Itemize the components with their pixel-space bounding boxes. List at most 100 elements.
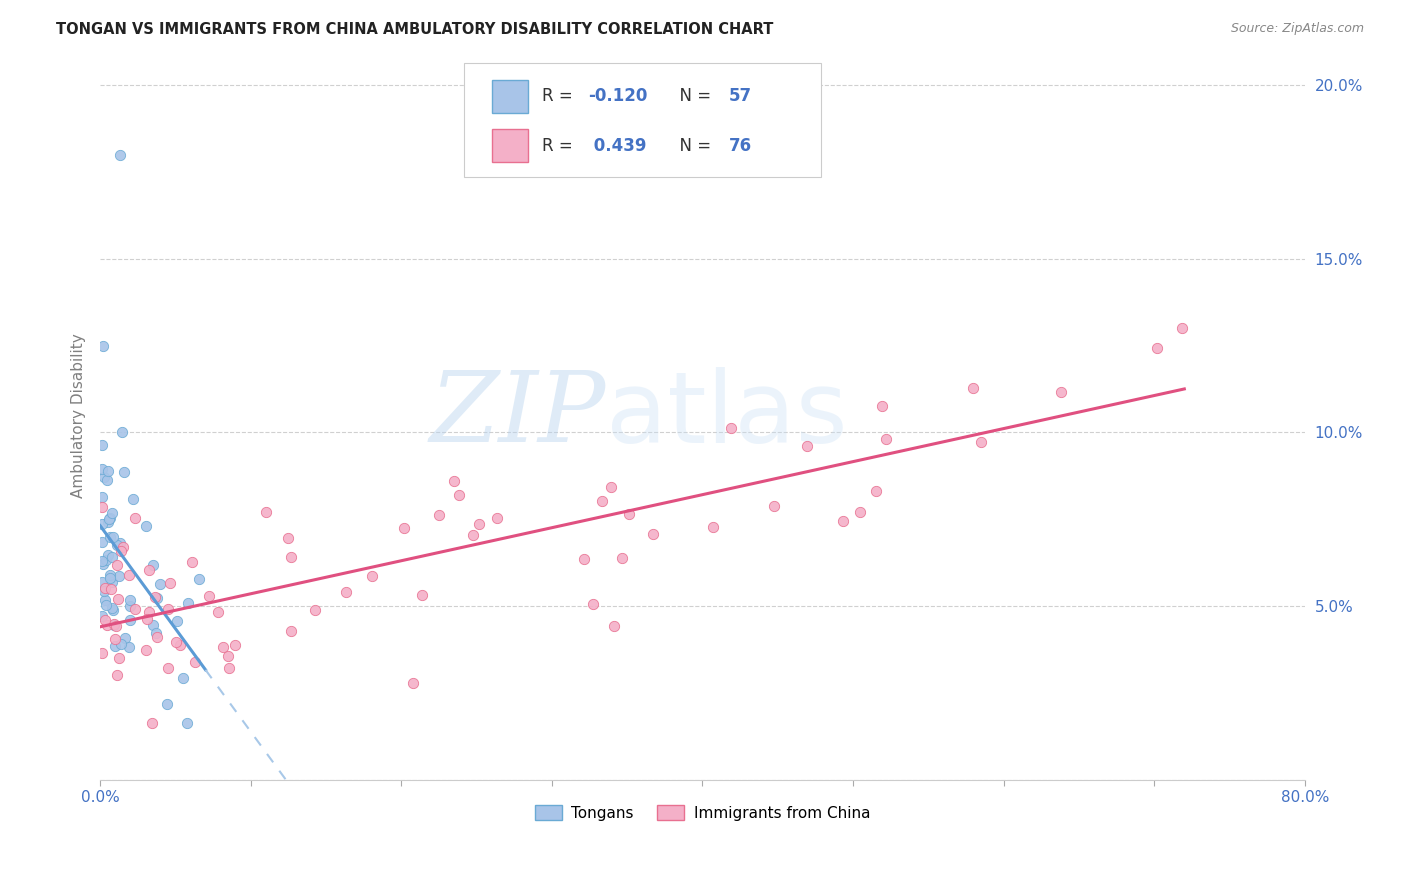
Point [118,640,141,654]
Point [138,605,160,619]
Point [217,648,239,663]
Point [100,506,122,520]
Point [94,581,117,595]
Point [187,572,209,586]
Point [411,589,433,603]
Point [254,505,277,519]
Point [108,650,131,665]
Point [120,599,142,614]
Point [118,592,141,607]
Text: -0.120: -0.120 [588,87,647,105]
Point [100,582,122,596]
Point [166,614,188,628]
Point [1170,321,1192,335]
Point [197,589,219,603]
Point [110,544,132,558]
Text: R =: R = [543,87,578,105]
Point [94,593,117,607]
Point [463,528,485,542]
Point [97,548,120,562]
Point [1146,341,1168,355]
Point [93,470,115,484]
Point [280,624,302,639]
Point [101,601,124,615]
Point [872,399,894,413]
Point [763,499,786,513]
Point [184,655,207,669]
Point [90,647,112,661]
Point [849,505,872,519]
Point [962,381,984,395]
Point [361,569,384,583]
Point [865,483,887,498]
Point [98,510,121,524]
Point [427,508,450,522]
Point [574,551,596,566]
Point [97,464,120,478]
Point [101,603,124,617]
Point [124,602,146,616]
Point [181,555,204,569]
Point [142,558,165,572]
Text: N =: N = [669,87,716,105]
Point [98,512,121,526]
Point [145,591,167,606]
Point [112,541,135,555]
Point [105,538,128,552]
Point [107,591,129,606]
Point [141,715,163,730]
Point [720,421,742,435]
Point [143,591,166,605]
Point [90,516,112,531]
Point [176,715,198,730]
Point [105,667,128,681]
Point [110,637,132,651]
Point [335,585,357,599]
Point [135,643,157,657]
Point [156,697,179,711]
Point [118,568,141,582]
Point [603,618,626,632]
Text: 0.439: 0.439 [588,136,647,155]
Point [138,563,160,577]
Text: TONGAN VS IMMIGRANTS FROM CHINA AMBULATORY DISABILITY CORRELATION CHART: TONGAN VS IMMIGRANTS FROM CHINA AMBULATO… [56,22,773,37]
Point [112,466,135,480]
Point [449,488,471,502]
Point [394,521,416,535]
Point [157,661,180,675]
Point [156,602,179,616]
Point [617,508,640,522]
Point [114,631,136,645]
Point [101,530,124,544]
Point [486,511,509,525]
Y-axis label: Ambulatory Disability: Ambulatory Disability [72,333,86,498]
Point [875,432,897,446]
Text: atlas: atlas [606,367,848,464]
Legend: Tongans, Immigrants from China: Tongans, Immigrants from China [529,798,876,827]
Point [401,676,423,690]
Point [142,618,165,632]
Point [207,605,229,619]
Point [224,638,246,652]
Point [104,632,127,646]
Point [96,553,118,567]
Point [105,558,128,572]
Point [218,661,240,675]
Point [612,550,634,565]
Point [796,439,818,453]
Point [91,339,114,353]
Point [100,550,122,565]
Point [94,613,117,627]
Point [96,473,118,487]
Point [277,531,299,545]
Text: 57: 57 [728,87,752,105]
FancyBboxPatch shape [492,80,527,112]
Point [145,626,167,640]
Point [136,612,159,626]
Point [97,515,120,529]
Point [1050,384,1073,399]
Point [159,576,181,591]
Point [91,438,114,452]
Point [468,516,491,531]
Point [90,462,112,476]
